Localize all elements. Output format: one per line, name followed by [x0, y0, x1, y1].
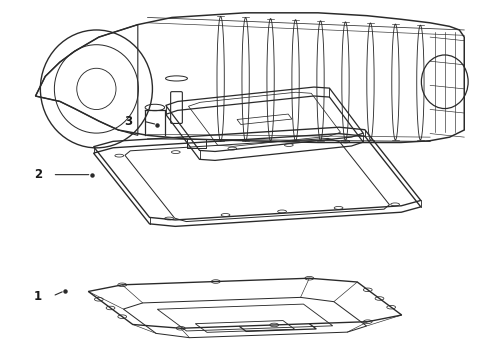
Text: 3: 3 — [124, 114, 132, 127]
Text: 2: 2 — [34, 168, 42, 181]
Text: 1: 1 — [34, 289, 42, 303]
